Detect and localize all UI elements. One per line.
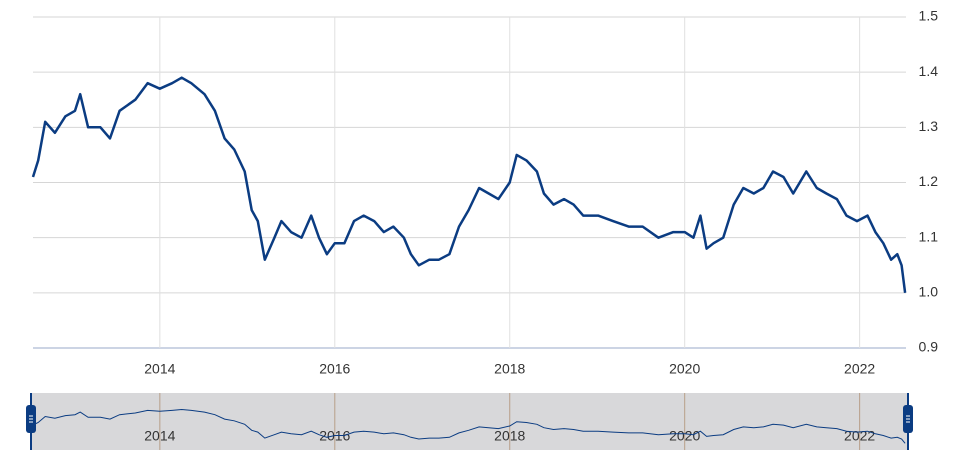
- y-tick-label: 1.3: [919, 118, 939, 134]
- series-line: [31, 76, 907, 293]
- navigator-tick-label: 2020: [669, 428, 700, 444]
- navigator-tick-label: 2018: [494, 428, 525, 444]
- y-tick-label: 1.4: [919, 63, 939, 79]
- navigator-handle-left[interactable]: [26, 393, 36, 450]
- navigator-tick-label: 2022: [844, 428, 875, 444]
- y-tick-label: 0.9: [919, 339, 939, 355]
- navigator-line: [32, 408, 906, 444]
- navigator-background: [31, 393, 908, 450]
- x-tick-label: 2016: [319, 361, 350, 377]
- y-tick-label: 1.5: [919, 8, 939, 24]
- x-tick-label: 2022: [844, 361, 875, 377]
- x-tick-label: 2014: [144, 361, 175, 377]
- navigator-tick-label: 2014: [144, 428, 175, 444]
- y-tick-label: 1.2: [919, 173, 939, 189]
- x-tick-label: 2018: [494, 361, 525, 377]
- navigator-handle-right[interactable]: [903, 393, 913, 450]
- y-tick-label: 1.0: [919, 284, 939, 300]
- x-tick-label: 2020: [669, 361, 700, 377]
- y-tick-label: 1.1: [919, 228, 939, 244]
- navigator: 2014 2016 2018 2020 2022: [32, 393, 906, 450]
